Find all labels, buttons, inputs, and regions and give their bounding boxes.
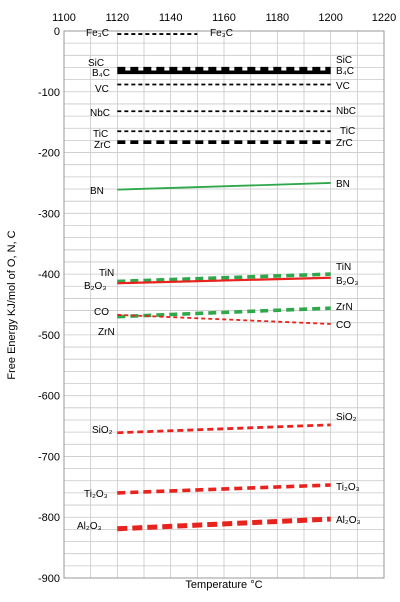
series-label-left-tic: TiC — [93, 129, 108, 140]
series-label-left-b2o3: B₂O₃ — [84, 281, 106, 292]
series-label-right-tic: TiC — [340, 126, 355, 137]
series-label-right-ti2o3: Ti₂O₃ — [336, 482, 360, 493]
series-label-right-zrn: ZrN — [336, 302, 353, 313]
series-lines — [117, 33, 331, 532]
x-tick-label: 1120 — [106, 12, 130, 24]
series-label-right-b2o3: B₂O₃ — [336, 276, 358, 287]
series-line-zrn — [117, 306, 331, 319]
series-label-left-tin: TiN — [99, 268, 114, 279]
series-label-left-zrn: ZrN — [98, 327, 115, 338]
series-label-right-tin: TiN — [336, 262, 351, 273]
y-tick-label: -900 — [38, 573, 60, 585]
series-label-right-co: CO — [336, 320, 351, 331]
series-label-right-b4c: B₄C — [336, 66, 354, 77]
series-label-left-sio2: SiO₂ — [92, 425, 113, 436]
series-label-right-vc: VC — [336, 81, 350, 92]
y-tick-label: 0 — [54, 26, 60, 38]
series-label-right-bn: BN — [336, 179, 350, 190]
series-line-sio2 — [117, 423, 331, 435]
x-tick-label: 1220 — [372, 12, 396, 24]
series-label-left-nbc: NbC — [90, 108, 110, 119]
y-axis-title: Free Energy KJ/mol of O, N, C — [6, 230, 18, 379]
y-tick-label: -500 — [38, 330, 60, 342]
y-tick-label: -800 — [38, 512, 60, 524]
x-tick-label: 1160 — [212, 12, 236, 24]
series-label-left-ti2o3: Ti₂O₃ — [84, 489, 108, 500]
series-label-left-fe3c: Fe₃C — [86, 28, 109, 39]
x-tick-label: 1140 — [159, 12, 183, 24]
series-label-left-sic: SiC — [88, 58, 104, 69]
x-tick-label: 1100 — [52, 12, 76, 24]
y-tick-label: -200 — [38, 148, 60, 160]
series-line-bn — [117, 182, 331, 191]
series-label-right-al2o3: Al₂O₃ — [336, 515, 361, 526]
axes: 1100 1120 1140 1160 1180 1200 1220 0 -100 -200 -30… — [38, 12, 396, 585]
series-line-b2o3 — [117, 276, 331, 285]
series-label-right-sic: SiC — [336, 55, 352, 66]
series-label-right-nbc: NbC — [336, 106, 356, 117]
series-label-left-bn: BN — [90, 186, 104, 197]
series-label-left-al2o3: Al₂O₃ — [77, 521, 102, 532]
x-tick-label: 1180 — [266, 12, 290, 24]
series-line-tin — [117, 272, 331, 284]
series-line-ti2o3 — [117, 483, 331, 495]
series-label-left-co: CO — [94, 307, 109, 318]
series-line-al2o3 — [117, 516, 331, 532]
series-label-left-vc: VC — [95, 84, 109, 95]
series-label-right-fe3c: Fe₃C — [210, 28, 233, 39]
y-tick-label: -400 — [38, 269, 60, 281]
y-tick-label: -100 — [38, 87, 60, 99]
plot-frame — [63, 30, 385, 579]
series-label-right-sio2: SiO₂ — [336, 412, 357, 423]
y-tick-label: -700 — [38, 451, 60, 463]
series-label-right-zrc: ZrC — [336, 138, 353, 149]
series-line-co — [117, 313, 331, 325]
series-label-left-zrc: ZrC — [94, 140, 111, 151]
series-label-left-b4c: B₄C — [92, 68, 110, 79]
y-tick-label: -600 — [38, 391, 60, 403]
x-axis-title: Temperature °C — [185, 579, 262, 591]
x-tick-label: 1200 — [318, 12, 342, 24]
y-tick-label: -300 — [38, 208, 60, 220]
